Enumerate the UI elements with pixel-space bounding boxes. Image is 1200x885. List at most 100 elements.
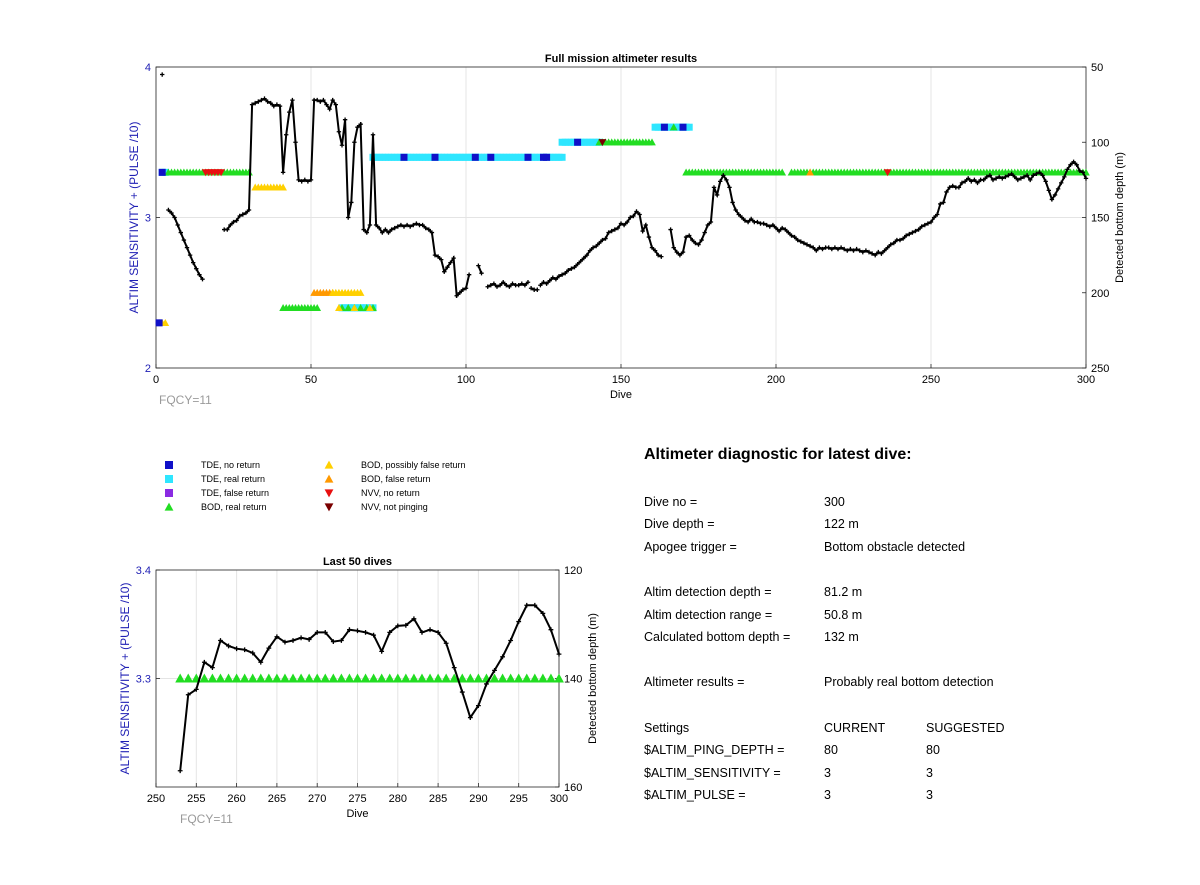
depth-point — [842, 246, 847, 252]
depth-point — [770, 222, 776, 228]
depth-point — [169, 210, 174, 216]
depth-point — [736, 212, 741, 217]
depth-point — [814, 248, 819, 253]
depth-point — [885, 245, 890, 250]
depth-point — [459, 689, 465, 695]
x-tick-label: 275 — [348, 793, 366, 805]
depth-point — [745, 219, 751, 225]
depth-point — [258, 659, 264, 665]
marker-tde_no_return — [431, 153, 439, 161]
depth-point — [969, 179, 974, 184]
legend-label: NVV, not pinging — [361, 502, 428, 512]
diag-value: Bottom obstacle detected — [824, 540, 966, 554]
marker-bod_real_return — [255, 673, 266, 683]
depth-point — [646, 234, 652, 240]
depth-point — [544, 281, 549, 286]
depth-point — [315, 97, 320, 103]
depth-point — [674, 249, 679, 255]
depth-point — [600, 237, 605, 243]
legend-marker — [324, 489, 334, 498]
depth-point — [280, 170, 286, 175]
marker-bod_real_return — [368, 673, 379, 683]
depth-point — [699, 237, 704, 243]
depth-point — [181, 237, 187, 243]
depth-point — [795, 237, 800, 243]
depth-point — [411, 616, 417, 622]
depth-point — [553, 277, 559, 282]
depth-point — [1021, 174, 1027, 180]
depth-point — [296, 177, 301, 183]
depth-point — [516, 619, 522, 624]
depth-point — [1074, 162, 1079, 168]
chart-title: Last 50 dives — [323, 556, 392, 568]
depth-point — [302, 177, 307, 183]
depth-point — [780, 225, 785, 231]
depth-point — [984, 174, 989, 180]
depth-point — [1037, 170, 1042, 175]
depth-point — [253, 100, 258, 106]
y-tick-label-left: 4 — [145, 62, 151, 74]
depth-point — [848, 246, 853, 252]
depth-point — [271, 103, 276, 109]
depth-point — [463, 286, 469, 291]
marker-bod_real_return — [199, 673, 210, 683]
y-tick-label-right: 200 — [1091, 288, 1109, 300]
depth-point — [262, 96, 267, 101]
depth-point — [197, 272, 202, 277]
depth-point — [792, 234, 797, 240]
x-tick-label: 0 — [153, 374, 159, 386]
depth-point — [625, 219, 630, 225]
depth-point — [358, 121, 363, 127]
depth-point — [175, 222, 180, 228]
depth-point — [389, 227, 394, 232]
marker-bod_real_return — [376, 673, 387, 683]
depth-point — [432, 252, 438, 258]
depth-point — [724, 177, 729, 183]
x-tick-label: 250 — [922, 374, 940, 386]
depth-point — [284, 132, 289, 137]
depth-point — [314, 629, 320, 635]
depth-point — [944, 189, 949, 195]
depth-point — [342, 117, 348, 122]
depth-point — [817, 245, 822, 250]
depth-point — [1062, 174, 1067, 180]
depth-point — [210, 665, 215, 671]
depth-point — [524, 602, 530, 608]
marker-bod_real_return — [313, 303, 322, 311]
depth-point — [637, 212, 642, 217]
marker-bod_real_return — [271, 673, 282, 683]
depth-point — [928, 219, 934, 225]
depth-point — [869, 251, 875, 256]
depth-point — [467, 715, 473, 720]
depth-point — [742, 218, 748, 223]
y-tick-label-right: 150 — [1091, 213, 1109, 225]
depth-point — [191, 260, 196, 265]
depth-point — [845, 248, 850, 253]
depth-point — [1012, 174, 1017, 180]
depth-point — [177, 768, 183, 774]
marker-bod_real_return — [263, 673, 274, 683]
depth-point — [1006, 173, 1011, 178]
marker-bod_real_return — [465, 673, 476, 683]
depth-point — [990, 177, 996, 183]
y-tick-label-left: 2 — [145, 363, 151, 375]
depth-point — [767, 224, 772, 229]
y-tick-label-left: 3.3 — [136, 674, 151, 686]
depth-point — [851, 248, 856, 253]
depth-point — [519, 281, 524, 286]
depth-point — [308, 177, 314, 183]
depth-point — [231, 219, 236, 225]
depth-point — [166, 207, 171, 213]
depth-point — [387, 629, 393, 635]
marker-bod_real_return — [175, 673, 186, 683]
depth-point — [606, 230, 611, 235]
depth-point — [733, 207, 738, 213]
depth-point — [941, 200, 946, 205]
x-tick-label: 300 — [1077, 374, 1095, 386]
depth-point — [572, 264, 577, 270]
marker-bod_real_return — [288, 673, 298, 683]
depth-point — [919, 224, 924, 229]
depth-point — [649, 245, 655, 250]
depth-point — [1046, 188, 1051, 193]
depth-point — [631, 213, 636, 219]
